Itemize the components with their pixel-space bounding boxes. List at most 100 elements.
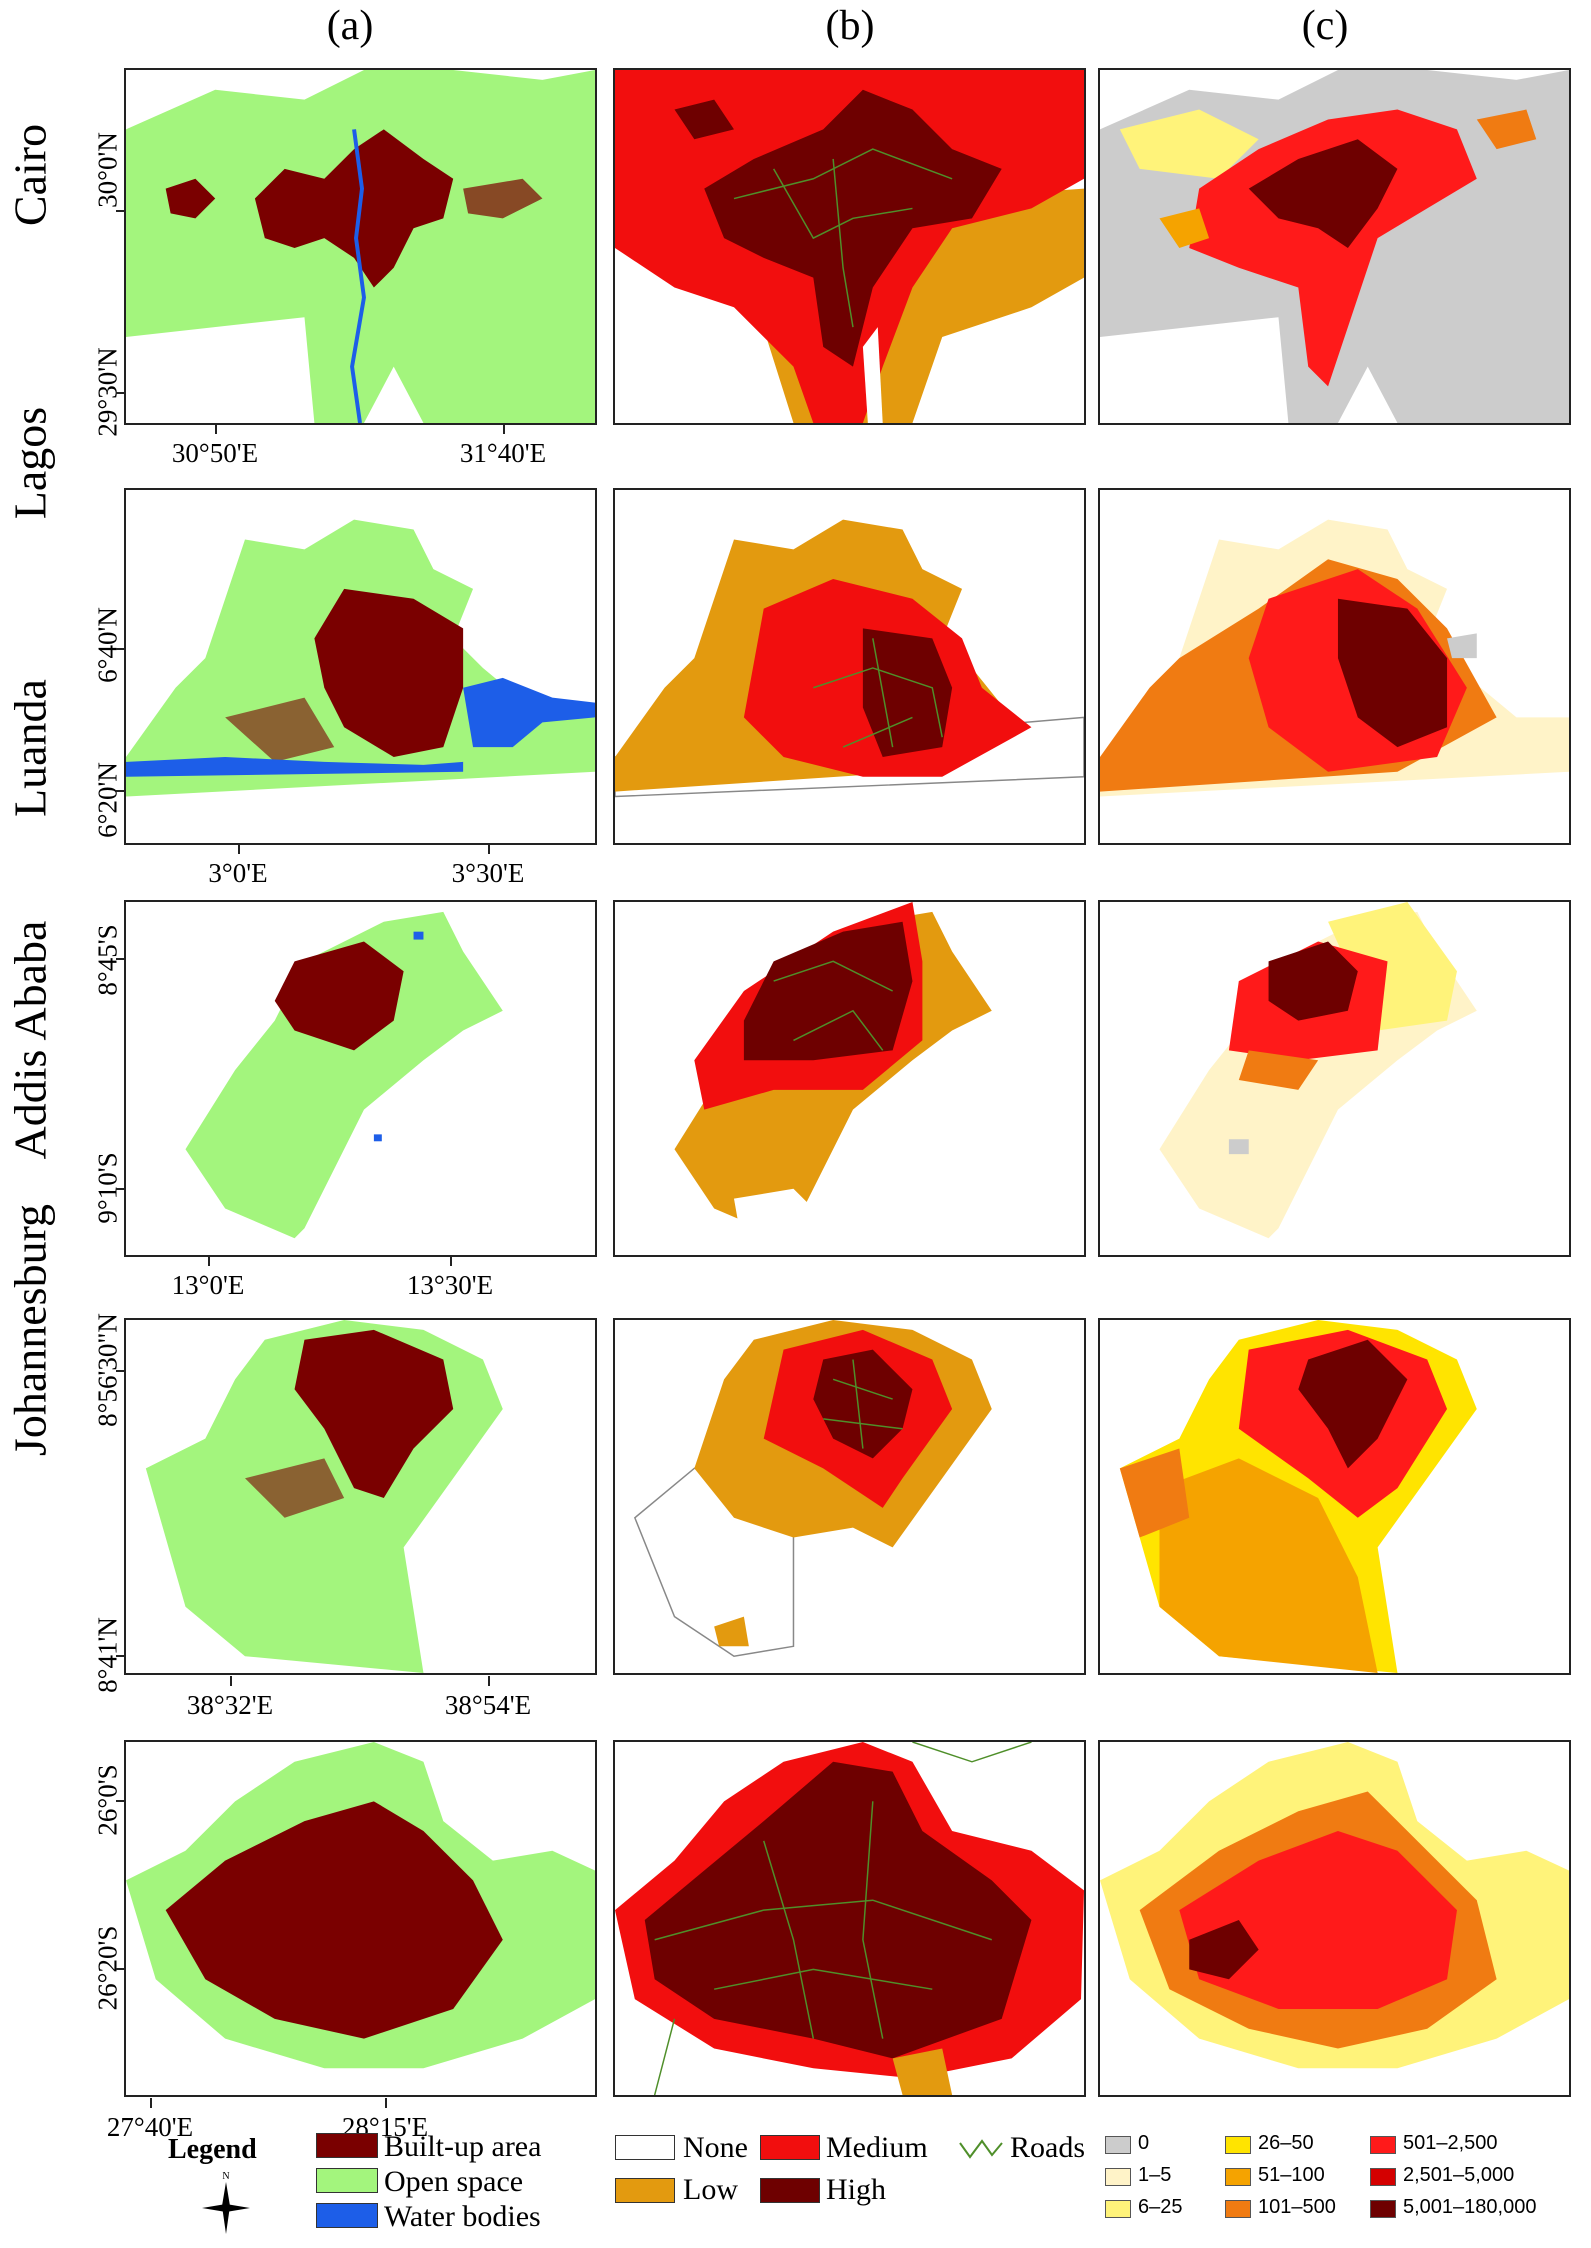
map-panel-lagos-landcover (124, 488, 597, 845)
map-luanda-landcover (185, 911, 503, 1239)
built-up-area (274, 941, 404, 1051)
map-panel-johannesburg-landcover (124, 1740, 597, 2097)
map-panel-johannesburg-accessibility (613, 1740, 1086, 2097)
built-up-area (463, 178, 543, 219)
map-panel-cairo-landcover (124, 68, 597, 425)
legend-swatch-built-up (316, 2133, 378, 2158)
map-addis-density (1119, 1320, 1477, 1673)
high-access-area (813, 1349, 913, 1459)
lon-label: 38°32'E (186, 1690, 274, 1720)
road-network (813, 638, 943, 748)
legend-label-density: 101–500 (1258, 2196, 1336, 2218)
lon-tick (150, 2098, 152, 2108)
legend-swatch-density-5001-180000 (1370, 2200, 1396, 2218)
lat-tick (116, 958, 126, 960)
legend-label-density: 501–2,500 (1403, 2132, 1498, 2154)
lon-label: 27°40'E (106, 2112, 194, 2142)
road-network (653, 1742, 1032, 2095)
lon-tick (503, 424, 505, 434)
no-access-area (733, 1188, 844, 1255)
water-body (126, 756, 464, 777)
map-johannesburg-landcover (126, 1742, 595, 2069)
density-mid-area (1179, 1830, 1457, 2009)
map-panel-lagos-density (1098, 488, 1571, 845)
legend-label-density: 26–50 (1258, 2132, 1314, 2154)
legend-swatch-density-51-100 (1225, 2168, 1251, 2186)
map-luanda-density (1159, 902, 1477, 1239)
map-cairo-landcover (126, 70, 595, 423)
water-body (373, 1134, 382, 1142)
legend-label-high: High (826, 2173, 886, 2206)
water-body (463, 677, 595, 748)
density-high-area (1189, 1919, 1259, 1980)
legend-swatch-low (615, 2178, 675, 2203)
lat-label: 8°45'S (92, 924, 123, 996)
lon-tick (488, 844, 490, 854)
legend-label-water: Water bodies (384, 2200, 541, 2233)
map-panel-johannesburg-density (1098, 1740, 1571, 2097)
legend-label-density: 5,001–180,000 (1403, 2196, 1537, 2218)
map-lagos-landcover (126, 519, 595, 797)
legend-label-built-up: Built-up area (384, 2130, 542, 2163)
legend-label-density: 51–100 (1258, 2164, 1325, 2186)
high-access-area (704, 89, 1002, 367)
no-access-area (862, 327, 883, 423)
map-luanda-accessibility (674, 902, 992, 1255)
density-high-area (1268, 941, 1358, 1021)
legend-swatch-density-101-500 (1225, 2200, 1251, 2218)
legend-label-medium: Medium (826, 2131, 928, 2164)
built-up-area (314, 588, 464, 757)
density-mid-area (1189, 109, 1477, 387)
city-label-cairo: Cairo (4, 123, 56, 227)
density-medium-area (1159, 1458, 1378, 1673)
road-network (773, 960, 893, 1051)
map-lagos-accessibility (615, 519, 1084, 798)
lat-tick (116, 210, 126, 212)
city-label-johannesburg: Johannesburg (4, 1203, 56, 1457)
high-access-area (743, 921, 913, 1061)
lon-label: 38°54'E (444, 1690, 532, 1720)
legend-swatch-density-1-5 (1105, 2168, 1131, 2186)
legend-label-open-space: Open space (384, 2165, 524, 2198)
legend-roads-icon (959, 2139, 1003, 2159)
built-up-area (165, 178, 216, 219)
density-zero-area (1447, 633, 1477, 659)
built-up-area (254, 129, 454, 288)
built-up-area (225, 697, 335, 762)
density-high-area (1337, 598, 1448, 748)
map-panel-cairo-density (1098, 68, 1571, 425)
water-body (413, 931, 424, 940)
road-network (823, 1359, 903, 1449)
column-header-c: (c) (1301, 3, 1349, 49)
map-panel-luanda-landcover (124, 900, 597, 1257)
legend-swatch-medium (760, 2135, 820, 2160)
map-panel-addis-density (1098, 1318, 1571, 1675)
lat-tick (116, 1188, 126, 1190)
map-panel-luanda-density (1098, 900, 1571, 1257)
map-lagos-density (1100, 519, 1569, 797)
lon-tick (208, 1256, 210, 1266)
low-access-area (714, 1616, 749, 1647)
density-medium-area (1476, 109, 1537, 150)
open-space-area (185, 911, 503, 1239)
map-cairo-accessibility (615, 70, 1084, 423)
legend-swatch-density-501-2500 (1370, 2136, 1396, 2154)
legend-label-density: 1–5 (1138, 2164, 1172, 2186)
map-panel-addis-landcover (124, 1318, 597, 1675)
lon-label: 13°30'E (406, 1270, 494, 1300)
lon-label: 31°40'E (459, 438, 547, 468)
lon-label: 3°0'E (208, 858, 268, 888)
lat-tick (116, 648, 126, 650)
legend-swatch-density-2501-5000 (1370, 2168, 1396, 2186)
road-network (733, 148, 953, 328)
lat-tick (116, 392, 126, 394)
map-panel-lagos-accessibility (613, 488, 1086, 845)
lat-tick (116, 790, 126, 792)
lat-label: 30°0'N (92, 132, 123, 208)
high-access-area (862, 628, 953, 757)
legend-label-none: None (683, 2131, 748, 2164)
legend-label-density: 6–25 (1138, 2196, 1183, 2218)
map-johannesburg-density (1100, 1742, 1569, 2069)
city-label-luanda: Luanda (4, 679, 56, 817)
map-addis-landcover (145, 1320, 503, 1673)
